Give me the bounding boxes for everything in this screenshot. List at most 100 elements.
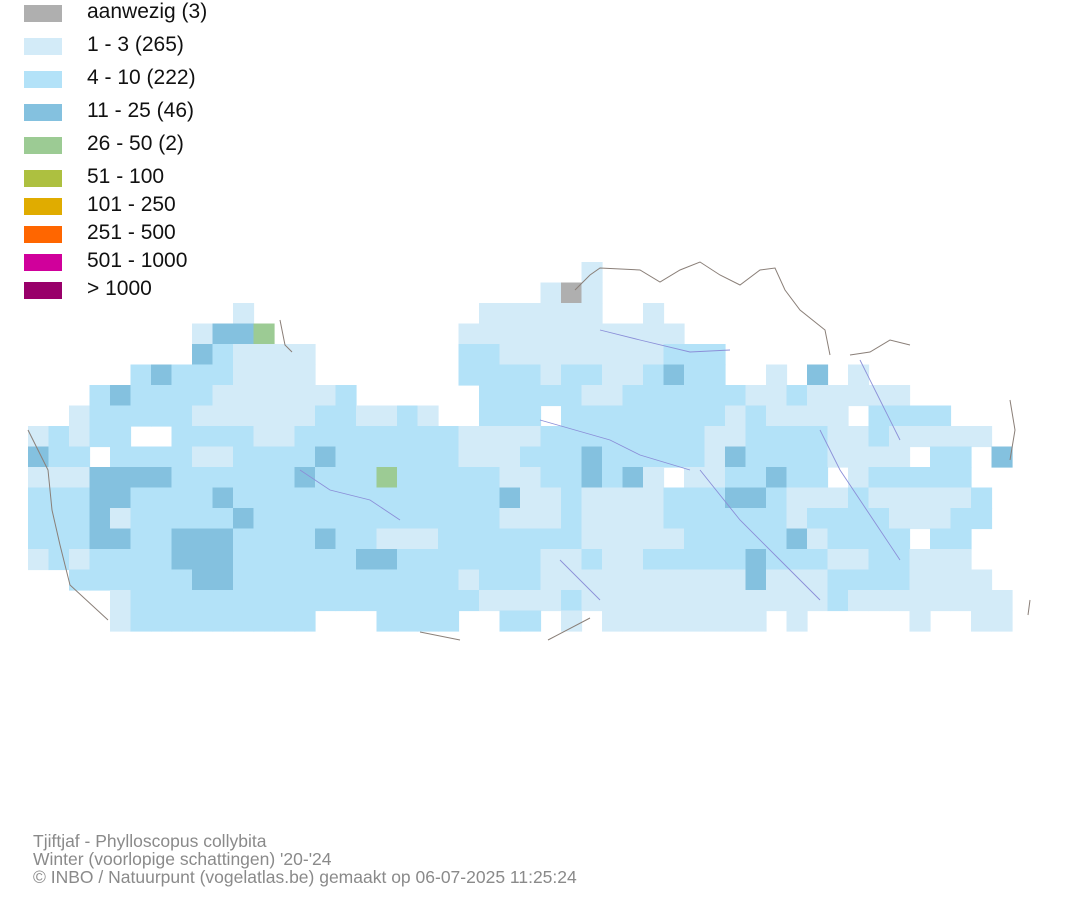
grid-cell [766,405,788,427]
grid-cell [171,590,193,612]
grid-cell [643,569,665,591]
grid-cell [930,467,952,489]
grid-cell [253,610,275,632]
grid-cell [479,590,501,612]
grid-cell [89,549,111,571]
grid-cell [725,590,747,612]
grid-cell [868,467,890,489]
grid-cell [930,426,952,448]
grid-cell [807,385,829,407]
grid-cell [602,487,624,509]
grid-cell [622,344,644,366]
grid-cell [889,590,911,612]
grid-cell [294,426,316,448]
grid-cell [930,590,952,612]
grid-cell [581,508,603,530]
grid-cell [294,487,316,509]
grid-cell [622,528,644,550]
grid-cell [274,426,296,448]
grid-cell [438,446,460,468]
grid-cell [663,426,685,448]
grid-cell [499,446,521,468]
grid-cell [745,446,767,468]
grid-cell [807,590,829,612]
grid-cell [807,446,829,468]
grid-cell [807,508,829,530]
legend-swatch [24,104,62,121]
grid-cell [335,446,357,468]
grid-cell [376,446,398,468]
legend-label: 51 - 100 [87,165,165,188]
grid-cell [868,446,890,468]
grid-cell [643,323,665,345]
grid-cell [356,446,378,468]
grid-cell [909,569,931,591]
grid-cell [848,385,870,407]
grid-cell [233,610,255,632]
grid-cell [827,508,849,530]
grid-cell [397,528,419,550]
grid-cell [233,344,255,366]
grid-cell [335,528,357,550]
grid-cell [151,549,173,571]
grid-cell [294,344,316,366]
grid-cell [889,405,911,427]
grid-cell [356,549,378,571]
grid-cell [971,426,993,448]
grid-cell [130,508,152,530]
grid-cell [745,590,767,612]
grid-cell [171,467,193,489]
legend-item-51-100: 51 - 100 [24,165,344,192]
grid-cell [561,426,583,448]
grid-cell [786,508,808,530]
grid-cell [930,405,952,427]
grid-cell [417,549,439,571]
grid-cell [520,303,542,325]
grid-cell [889,528,911,550]
grid-cell [766,508,788,530]
legend-item-101-250: 101 - 250 [24,193,344,220]
grid-cell [376,487,398,509]
grid-cell [540,344,562,366]
grid-cell [930,528,952,550]
grid-cell [725,610,747,632]
grid-cell [704,467,726,489]
grid-cell [48,549,70,571]
legend-label: 101 - 250 [87,193,176,216]
grid-cell [28,426,50,448]
grid-cell [499,590,521,612]
grid-cell [335,487,357,509]
grid-cell [643,344,665,366]
grid-cell [643,303,665,325]
grid-cell [356,569,378,591]
grid-cell [233,590,255,612]
grid-cell [499,528,521,550]
grid-cell [950,549,972,571]
grid-cell [294,405,316,427]
period-subtitle: Winter (voorlopige schattingen) '20-'24 [33,849,332,869]
legend-item-4-10: 4 - 10 (222) [24,66,344,93]
grid-cell [192,549,214,571]
grid-cell [868,426,890,448]
legend-swatch [24,38,62,55]
grid-cell [233,364,255,386]
grid-cell [786,569,808,591]
grid-cell [458,569,480,591]
grid-cell [520,385,542,407]
grid-cell [848,590,870,612]
grid-cell [479,344,501,366]
grid-cell [684,405,706,427]
grid-cell [171,549,193,571]
grid-cell [335,508,357,530]
grid-cell [807,364,829,386]
grid-cell [786,467,808,489]
grid-cell [909,405,931,427]
grid-cell [499,344,521,366]
grid-cell [540,385,562,407]
grid-cell [274,385,296,407]
grid-cell [151,405,173,427]
grid-cell [151,508,173,530]
grid-cell [69,405,91,427]
grid-cell [786,590,808,612]
